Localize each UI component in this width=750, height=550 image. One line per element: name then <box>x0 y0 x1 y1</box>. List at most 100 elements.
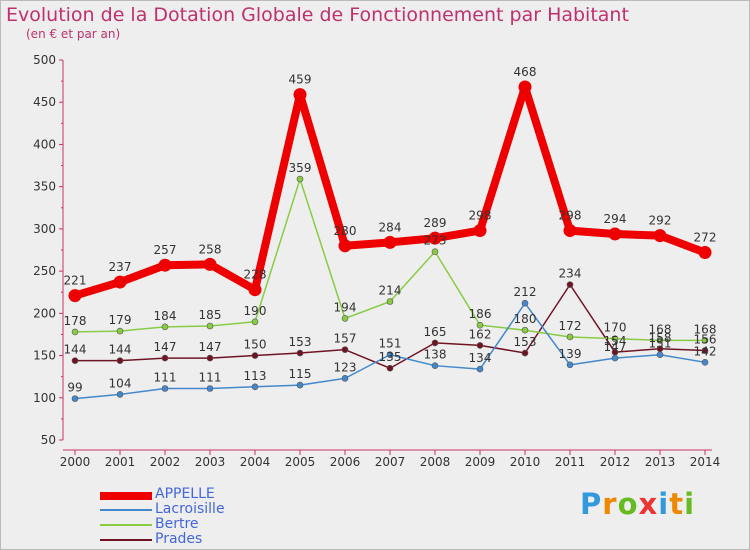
y-tick-label: 250 <box>33 264 56 278</box>
data-label-appelle: 221 <box>64 274 87 288</box>
y-tick-label: 450 <box>33 95 56 109</box>
data-point-appelle <box>293 88 307 102</box>
data-label-appelle: 257 <box>154 243 177 257</box>
data-point-appelle <box>248 283 262 297</box>
logo-letter: i <box>658 487 670 521</box>
data-point-prades <box>521 349 529 357</box>
data-point-appelle <box>428 231 442 245</box>
data-label-lacroisille: 139 <box>559 347 582 361</box>
data-label-bertre: 180 <box>514 312 537 326</box>
data-label-lacroisille: 138 <box>424 348 447 362</box>
data-point-prades <box>431 339 439 347</box>
data-point-appelle <box>698 246 712 260</box>
data-point-bertre <box>296 175 304 183</box>
data-label-bertre: 170 <box>604 321 627 335</box>
data-label-appelle: 459 <box>289 73 312 87</box>
x-tick-label: 2009 <box>465 455 496 469</box>
logo-letter: o <box>617 487 639 521</box>
legend-label-bertre: Bertre <box>155 516 199 532</box>
data-label-appelle: 228 <box>244 268 267 282</box>
data-point-bertre <box>116 327 124 335</box>
data-label-lacroisille: 111 <box>154 370 177 384</box>
data-label-prades: 156 <box>694 332 717 346</box>
x-tick-label: 2014 <box>690 455 721 469</box>
data-point-appelle <box>608 227 622 241</box>
data-point-prades <box>251 352 259 359</box>
data-label-lacroisille: 142 <box>694 344 717 358</box>
legend-label-appelle: APPELLE <box>155 486 215 502</box>
data-label-appelle: 280 <box>334 224 357 238</box>
data-point-prades <box>296 349 304 357</box>
data-point-bertre <box>656 337 664 344</box>
data-point-lacroisille <box>476 365 484 373</box>
data-point-lacroisille <box>431 362 439 369</box>
data-point-prades <box>476 342 484 349</box>
chart-subtitle: (en € et par an) <box>26 27 121 41</box>
data-point-appelle <box>113 275 127 289</box>
x-tick-label: 2004 <box>240 455 271 469</box>
data-point-bertre <box>386 298 394 305</box>
data-label-prades: 153 <box>289 335 312 349</box>
data-label-bertre: 186 <box>469 307 492 321</box>
x-tick-label: 2011 <box>555 455 586 469</box>
data-label-prades: 162 <box>469 327 492 341</box>
y-tick-label: 150 <box>33 349 56 363</box>
x-tick-label: 2008 <box>420 455 451 469</box>
data-label-prades: 154 <box>604 334 627 348</box>
x-tick-label: 2006 <box>330 455 361 469</box>
data-label-appelle: 294 <box>604 212 627 226</box>
data-label-prades: 157 <box>334 332 357 346</box>
data-point-lacroisille <box>116 391 124 398</box>
data-label-appelle: 298 <box>469 209 492 223</box>
data-label-prades: 150 <box>244 338 267 352</box>
data-label-bertre: 168 <box>649 322 672 336</box>
proxiti-logo: Proxiti <box>580 487 695 521</box>
data-label-appelle: 468 <box>514 65 537 79</box>
data-label-prades: 147 <box>199 340 222 354</box>
data-point-bertre <box>566 333 574 341</box>
data-label-bertre: 184 <box>154 309 177 323</box>
legend-item-lacroisille: Lacroisille <box>100 501 300 518</box>
data-point-lacroisille <box>251 383 259 391</box>
x-tick-label: 2005 <box>285 455 316 469</box>
data-label-lacroisille: 151 <box>649 337 672 351</box>
data-point-bertre <box>341 315 349 322</box>
data-point-bertre <box>71 328 79 336</box>
data-point-lacroisille <box>611 354 619 362</box>
data-point-lacroisille <box>161 385 169 392</box>
data-label-prades: 234 <box>559 267 582 281</box>
data-label-lacroisille: 151 <box>379 337 402 351</box>
data-label-lacroisille: 104 <box>109 376 132 390</box>
data-point-prades <box>566 281 574 288</box>
data-label-prades: 153 <box>514 335 537 349</box>
logo-letter: i <box>684 487 696 521</box>
logo-letter: t <box>669 487 685 521</box>
data-point-prades <box>341 346 349 353</box>
data-label-appelle: 284 <box>379 220 402 234</box>
data-label-appelle: 237 <box>109 260 132 274</box>
x-tick-label: 2007 <box>375 455 406 469</box>
data-label-lacroisille: 113 <box>244 369 267 383</box>
data-point-bertre <box>251 318 259 326</box>
data-point-prades <box>71 357 79 364</box>
data-point-lacroisille <box>206 385 214 392</box>
legend-swatch-lacroisille <box>100 509 152 511</box>
data-label-appelle: 298 <box>559 209 582 223</box>
data-point-lacroisille <box>341 375 349 382</box>
data-label-prades: 165 <box>424 325 447 339</box>
data-point-appelle <box>203 257 217 271</box>
data-point-lacroisille <box>521 299 529 307</box>
data-label-bertre: 273 <box>424 234 447 248</box>
data-point-appelle <box>338 239 352 253</box>
data-point-lacroisille <box>656 351 664 359</box>
data-label-appelle: 272 <box>694 231 717 245</box>
data-point-appelle <box>653 229 667 243</box>
data-label-prades: 158 <box>649 331 672 345</box>
data-label-lacroisille: 111 <box>199 370 222 384</box>
y-tick-label: 50 <box>41 433 56 447</box>
legend-item-prades: Prades <box>100 531 300 548</box>
data-label-prades: 144 <box>109 343 132 357</box>
data-label-lacroisille: 212 <box>514 285 537 299</box>
data-label-lacroisille: 147 <box>604 340 627 354</box>
data-label-bertre: 178 <box>64 314 87 328</box>
